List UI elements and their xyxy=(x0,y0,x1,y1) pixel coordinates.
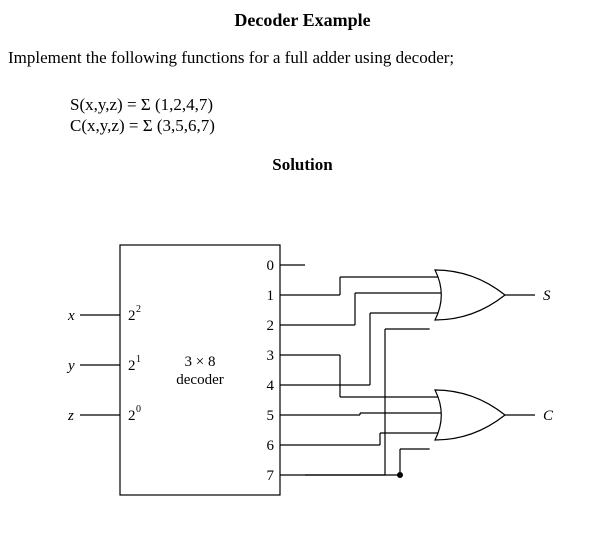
svg-text:C: C xyxy=(543,408,554,424)
svg-text:0: 0 xyxy=(136,404,141,415)
svg-text:5: 5 xyxy=(267,408,275,424)
solution-heading: Solution xyxy=(0,155,605,175)
equation-sum: S(x,y,z) = Σ (1,2,4,7) xyxy=(70,95,213,115)
svg-text:1: 1 xyxy=(267,288,275,304)
svg-text:S: S xyxy=(543,288,551,304)
svg-text:decoder: decoder xyxy=(176,372,223,388)
svg-text:2: 2 xyxy=(128,358,136,374)
circuit-diagram: 3 × 8decoderx22y21z2001234567SC xyxy=(40,225,580,535)
svg-text:y: y xyxy=(66,358,75,374)
svg-text:6: 6 xyxy=(267,438,275,454)
svg-text:x: x xyxy=(67,308,75,324)
svg-text:z: z xyxy=(67,408,74,424)
svg-text:7: 7 xyxy=(267,468,275,484)
svg-text:2: 2 xyxy=(128,308,136,324)
equation-carry: C(x,y,z) = Σ (3,5,6,7) xyxy=(70,116,215,136)
svg-text:2: 2 xyxy=(128,408,136,424)
page: Decoder Example Implement the following … xyxy=(0,0,605,547)
page-title: Decoder Example xyxy=(0,10,605,31)
svg-text:0: 0 xyxy=(267,258,275,274)
svg-text:1: 1 xyxy=(136,354,141,365)
svg-text:2: 2 xyxy=(267,318,275,334)
svg-text:3 × 8: 3 × 8 xyxy=(185,354,216,370)
problem-statement: Implement the following functions for a … xyxy=(8,48,454,68)
svg-text:4: 4 xyxy=(267,378,275,394)
svg-text:2: 2 xyxy=(136,304,141,315)
svg-text:3: 3 xyxy=(267,348,275,364)
